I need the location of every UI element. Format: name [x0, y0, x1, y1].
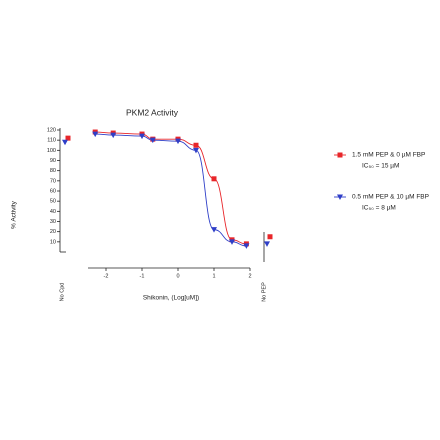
data-point [264, 241, 270, 247]
y-tick-label: 90 [50, 158, 56, 164]
data-point [211, 176, 217, 182]
data-point [229, 239, 235, 245]
x-tick-label: -1 [140, 273, 145, 279]
data-point [139, 133, 145, 140]
data-point [337, 194, 343, 200]
y-tick-label: 40 [50, 209, 56, 215]
legend-note: IC₅₀ = 8 µM [362, 205, 396, 212]
data-point [65, 135, 71, 141]
control-label: No PEP [261, 282, 267, 302]
y-tick-label: 100 [47, 148, 56, 154]
y-tick-label: 10 [50, 239, 56, 245]
y-tick-label: 70 [50, 178, 56, 184]
fit-curve [95, 133, 247, 247]
data-point [211, 227, 217, 233]
fit-curve [95, 131, 247, 245]
data-point [175, 138, 181, 145]
data-point [149, 137, 156, 144]
legend-note: IC₅₀ = 15 µM [362, 163, 399, 170]
data-point [337, 152, 343, 158]
y-tick-label: 30 [50, 219, 56, 225]
data-point [267, 234, 273, 240]
x-tick-label: 0 [176, 273, 179, 279]
data-point [193, 142, 199, 148]
x-tick-label: 2 [248, 273, 251, 279]
data-point [110, 132, 117, 139]
x-tick-label: -2 [104, 273, 109, 279]
data-point [243, 243, 250, 249]
data-point [193, 147, 199, 154]
y-axis-label: % Activity [11, 200, 18, 229]
data-point [62, 139, 68, 146]
control-label: No Cpd [59, 283, 65, 302]
legend-label: 0.5 mM PEP & 10 µM FBP [352, 194, 429, 201]
y-tick-label: 20 [50, 229, 56, 235]
x-tick-label: 1 [212, 273, 215, 279]
chart-title: PKM2 Activity [126, 107, 179, 117]
y-tick-label: 80 [50, 168, 56, 174]
x-axis-label: Shikonin, (Log[uM]) [143, 295, 199, 302]
y-tick-label: 110 [47, 138, 56, 144]
y-tick-label: 60 [50, 188, 56, 194]
legend-label: 1.5 mM PEP & 0 µM FBP [352, 152, 425, 159]
y-tick-label: 50 [50, 199, 56, 205]
data-point [92, 131, 99, 138]
y-tick-label: 120 [47, 127, 56, 133]
